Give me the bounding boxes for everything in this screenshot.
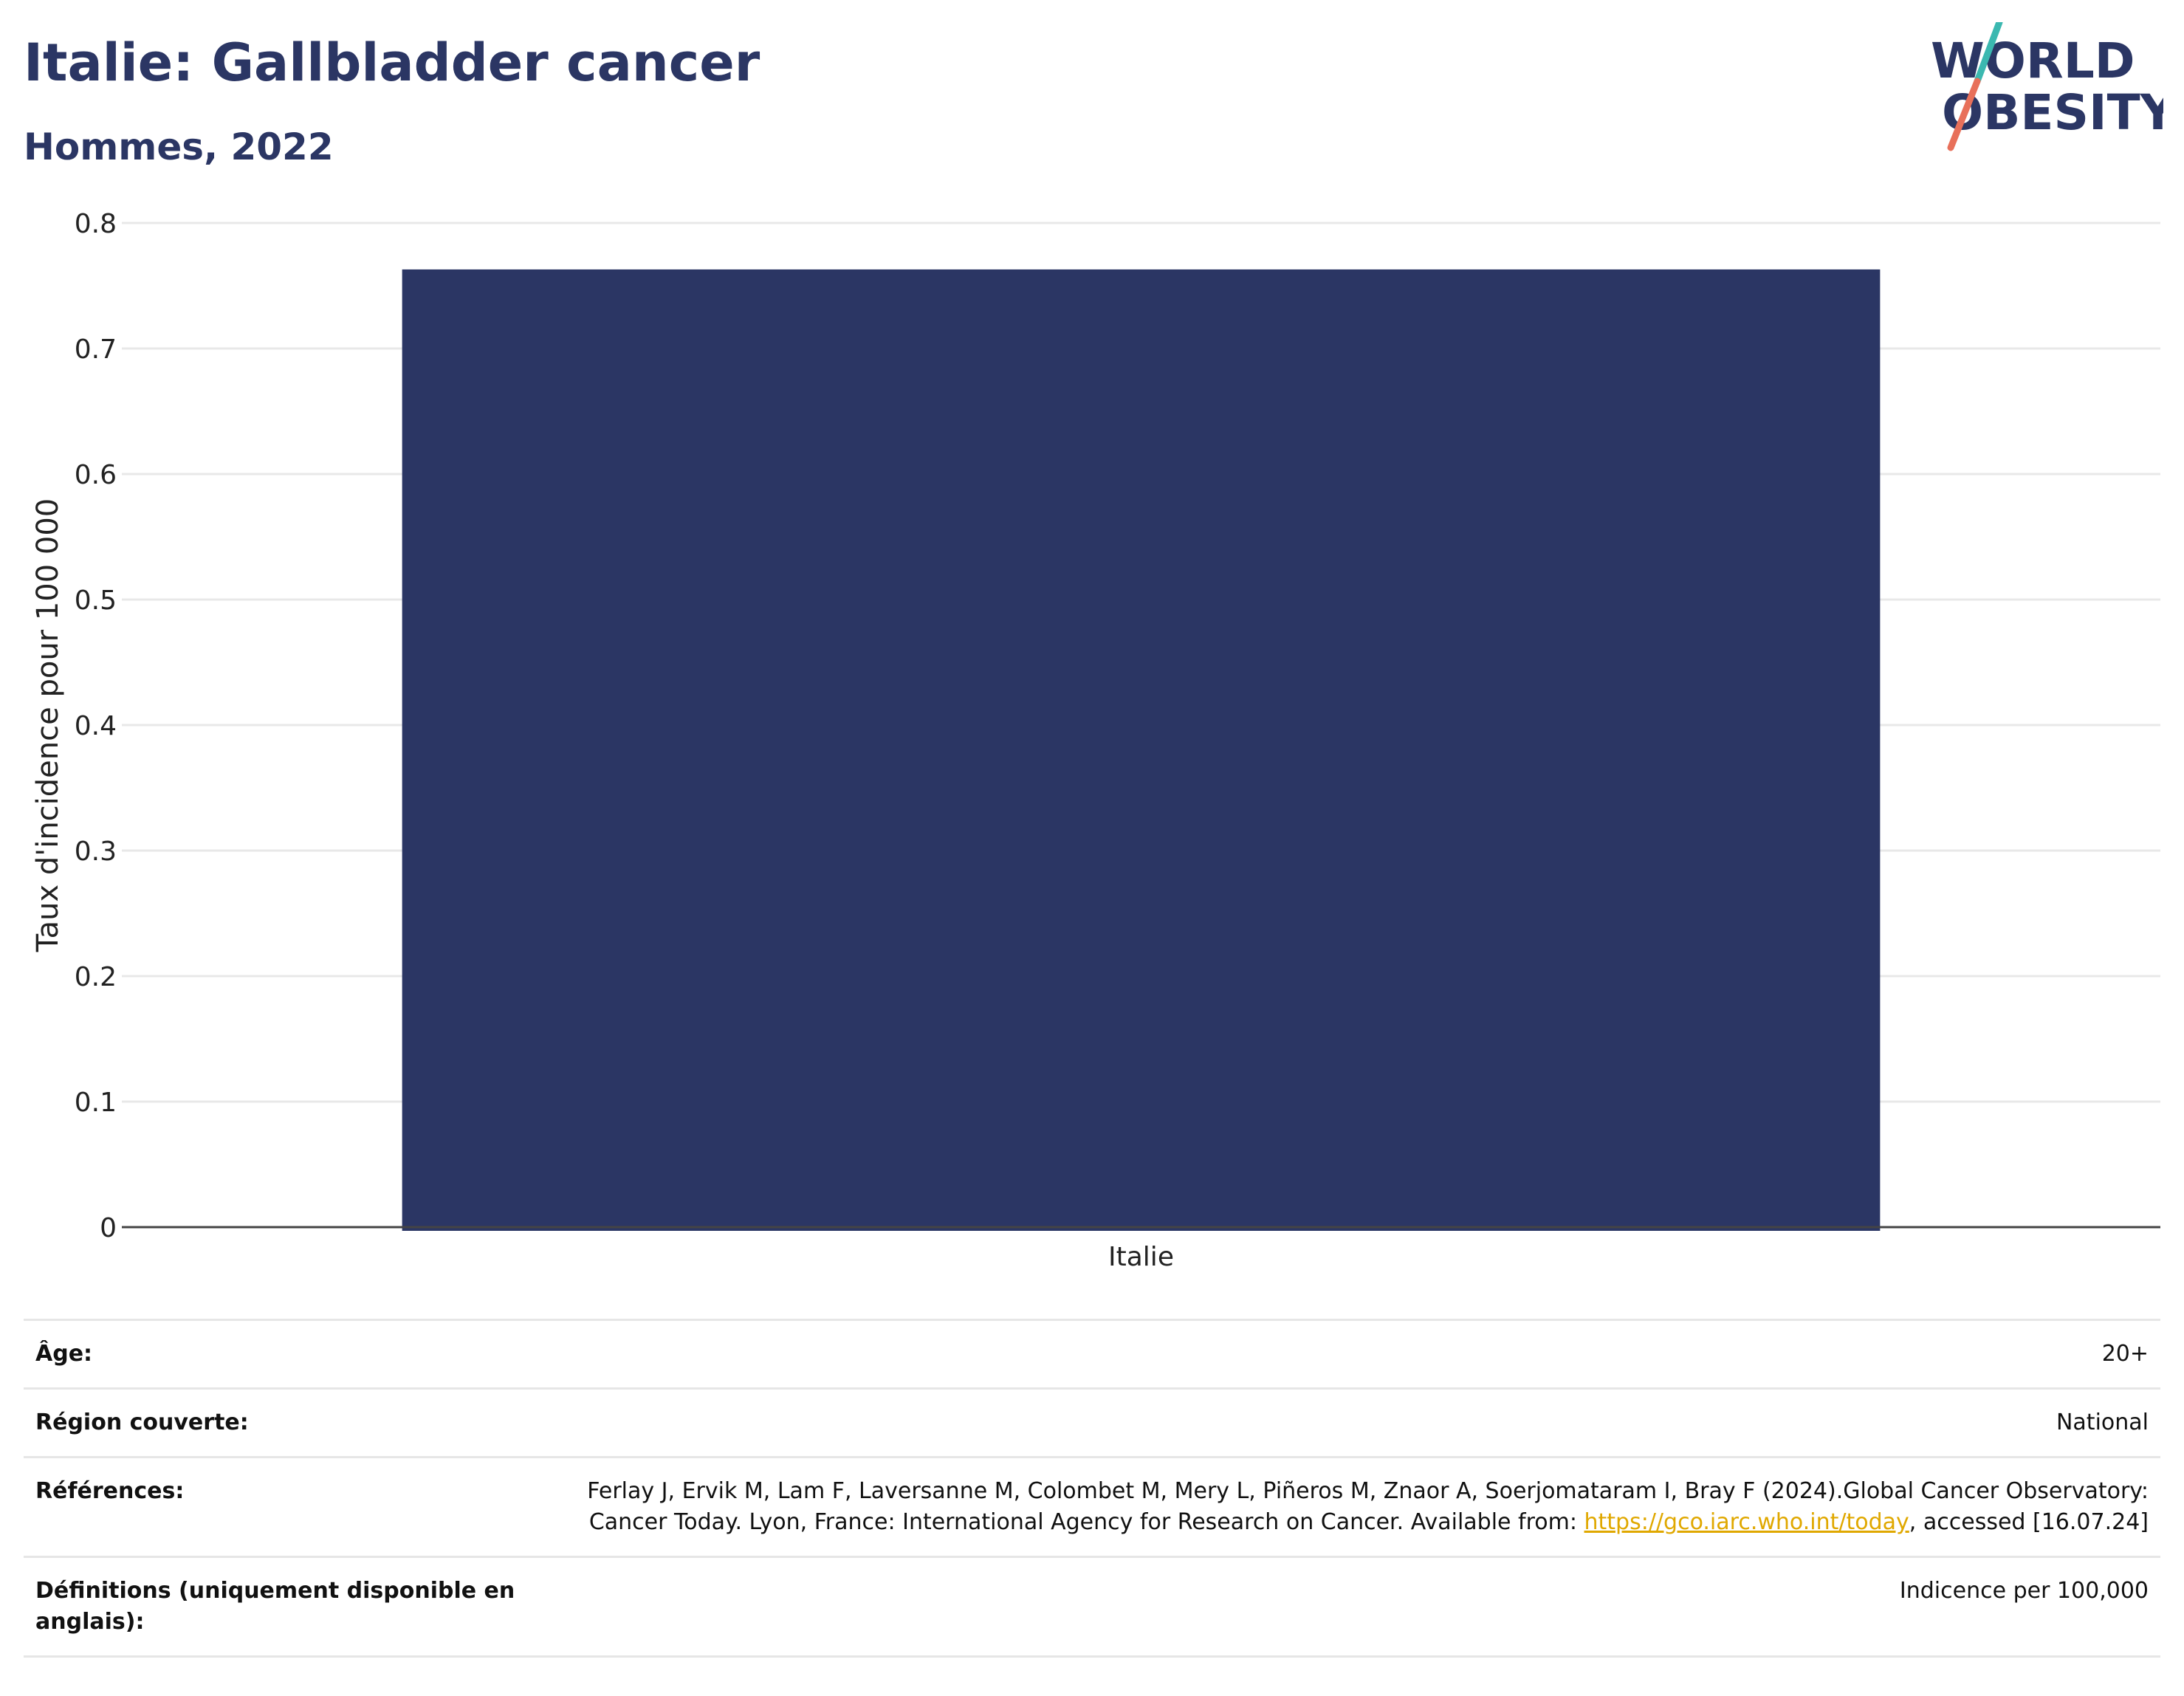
y-axis-title: Taux d'incidence pour 100 000 bbox=[31, 498, 65, 952]
logo-line2: OBESITY bbox=[1942, 84, 2163, 141]
y-tick-label: 0.3 bbox=[75, 837, 117, 867]
bar-chart: 0 0.1 0.2 0.3 0.4 0.5 0.6 0.7 0.8 Italie Taux d'in… bbox=[31, 209, 2160, 1270]
region-value: National bbox=[535, 1387, 2160, 1458]
metadata-table: Âge: 20+ Région couverte: National Référ… bbox=[24, 1319, 2160, 1658]
logo-line1: WORLD bbox=[1931, 32, 2135, 89]
definitions-label: Définitions (uniquement disponible en an… bbox=[24, 1556, 535, 1658]
references-text: Ferlay J, Ervik M, Lam F, Laversanne M, … bbox=[587, 1478, 2149, 1535]
references-value: Ferlay J, Ervik M, Lam F, Laversanne M, … bbox=[535, 1456, 2160, 1557]
meta-row-definitions: Définitions (uniquement disponible en an… bbox=[24, 1556, 2160, 1658]
y-tick-label: 0.1 bbox=[75, 1088, 117, 1118]
references-label: Références: bbox=[24, 1456, 535, 1557]
references-link[interactable]: https://gco.iarc.who.int/today bbox=[1584, 1509, 1909, 1535]
y-tick-label: 0.5 bbox=[75, 586, 117, 616]
chart-subtitle: Hommes, 2022 bbox=[24, 126, 334, 168]
y-tick-label: 0.4 bbox=[75, 711, 117, 741]
x-tick-label: Italie bbox=[1108, 1242, 1174, 1270]
bar bbox=[402, 269, 1881, 1231]
y-tick-label: 0 bbox=[100, 1213, 117, 1243]
meta-row-age: Âge: 20+ bbox=[24, 1319, 2160, 1389]
references-suffix: , accessed [16.07.24] bbox=[1909, 1509, 2149, 1535]
y-tick-label: 0.7 bbox=[75, 334, 117, 365]
y-tick-label: 0.8 bbox=[75, 209, 117, 239]
chart-title: Italie: Gallbladder cancer bbox=[24, 32, 760, 93]
region-label: Région couverte: bbox=[24, 1387, 535, 1458]
world-obesity-logo: WORLD OBESITY bbox=[1920, 18, 2177, 155]
age-value: 20+ bbox=[535, 1319, 2160, 1389]
meta-row-region: Région couverte: National bbox=[24, 1387, 2160, 1458]
y-tick-label: 0.6 bbox=[75, 460, 117, 490]
age-label: Âge: bbox=[24, 1319, 535, 1389]
y-tick-label: 0.2 bbox=[75, 962, 117, 992]
definitions-value: Indicence per 100,000 bbox=[535, 1556, 2160, 1658]
meta-row-references: Références: Ferlay J, Ervik M, Lam F, La… bbox=[24, 1456, 2160, 1557]
